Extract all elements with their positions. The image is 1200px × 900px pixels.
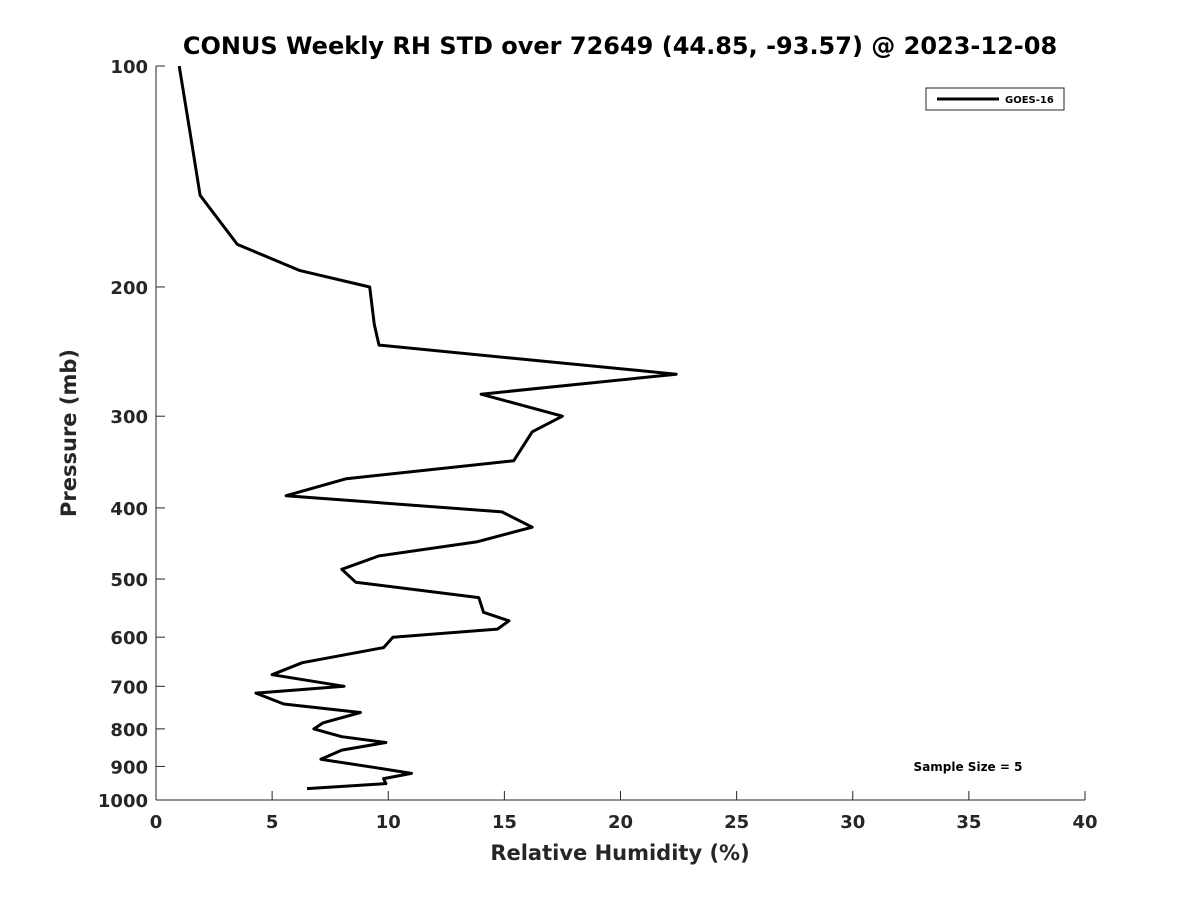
y-tick-label: 700 xyxy=(110,677,148,698)
x-tick-label: 35 xyxy=(956,812,981,833)
y-tick-label: 800 xyxy=(110,720,148,741)
legend-label: GOES-16 xyxy=(1005,95,1054,106)
y-tick-label: 1000 xyxy=(98,791,148,812)
legend: GOES-16 xyxy=(925,87,1065,111)
series-line-goes-16 xyxy=(177,65,678,791)
y-tick-label: 200 xyxy=(110,278,148,299)
x-tick-label: 5 xyxy=(266,812,279,833)
x-tick-label: 30 xyxy=(840,812,865,833)
y-tick-label: 100 xyxy=(110,57,148,78)
annotations: Sample Size = 5 xyxy=(914,760,1023,774)
x-tick-label: 20 xyxy=(608,812,633,833)
x-tick-label: 15 xyxy=(492,812,517,833)
x-axis-label: Relative Humidity (%) xyxy=(490,841,749,865)
y-tick-label: 900 xyxy=(110,757,148,778)
x-tick-label: 25 xyxy=(724,812,749,833)
y-tick-label: 500 xyxy=(110,570,148,591)
plot-area xyxy=(177,65,678,791)
axes: 0 5 10 15 20 25 30 35 40 100 200 300 400 500 600 700 800… xyxy=(98,57,1098,833)
chart-title: CONUS Weekly RH STD over 72649 (44.85, -… xyxy=(183,32,1057,60)
y-axis-label: Pressure (mb) xyxy=(57,349,81,517)
x-tick-label: 10 xyxy=(376,812,401,833)
x-tick-label: 0 xyxy=(150,812,163,833)
y-tick-label: 300 xyxy=(110,407,148,428)
y-tick-label: 400 xyxy=(110,499,148,520)
y-tick-label: 600 xyxy=(110,628,148,649)
x-tick-label: 40 xyxy=(1072,812,1097,833)
sample-size-annotation: Sample Size = 5 xyxy=(914,760,1023,774)
